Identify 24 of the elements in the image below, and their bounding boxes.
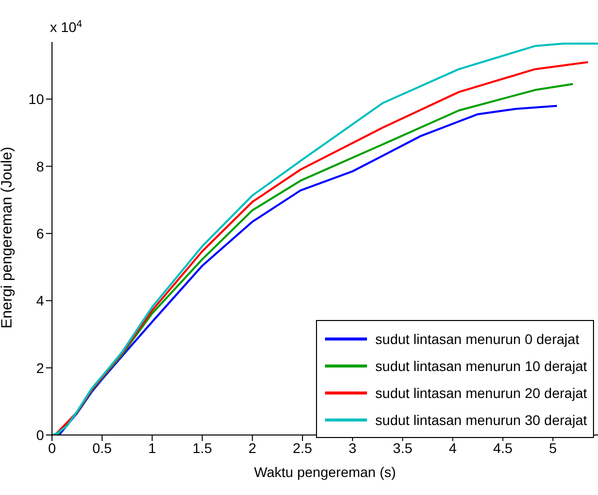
y-tick-label: 4 [36,292,44,309]
y-tick-label: 0 [36,426,44,443]
legend-label: sudut lintasan menurun 20 derajat [375,384,587,400]
y-axis-title: Energi pengereman (Joule) [0,146,16,328]
y-tick-label: 10 [28,91,44,108]
x-tick-label: 3.5 [392,440,413,456]
legend-label: sudut lintasan menurun 30 derajat [375,412,587,428]
text: x 10$^{4}$ [50,18,82,35]
legend-label: sudut lintasan menurun 10 derajat [375,358,587,374]
y-tick-label: 8 [36,158,44,174]
legend-label: sudut lintasan menurun 0 derajat [375,330,580,346]
x-tick-label: 4 [448,440,457,456]
y-tick-label: 6 [36,225,44,242]
x-tick-label: 0.5 [92,440,112,456]
x-tick-label: 2 [248,440,256,456]
x-tick-label: 4.5 [493,440,513,456]
x-tick-label: 1.5 [192,440,212,456]
x-tick-label: 1 [148,440,156,456]
x-tick-label: 3 [348,440,357,456]
x-tick-label: 5 [549,440,558,456]
x-axis-title: Waktu pengereman (s) [254,464,396,480]
y-tick-label: 2 [36,360,44,376]
x-tick-label: 2.5 [292,440,312,456]
x-tick-label: 0 [48,440,56,456]
